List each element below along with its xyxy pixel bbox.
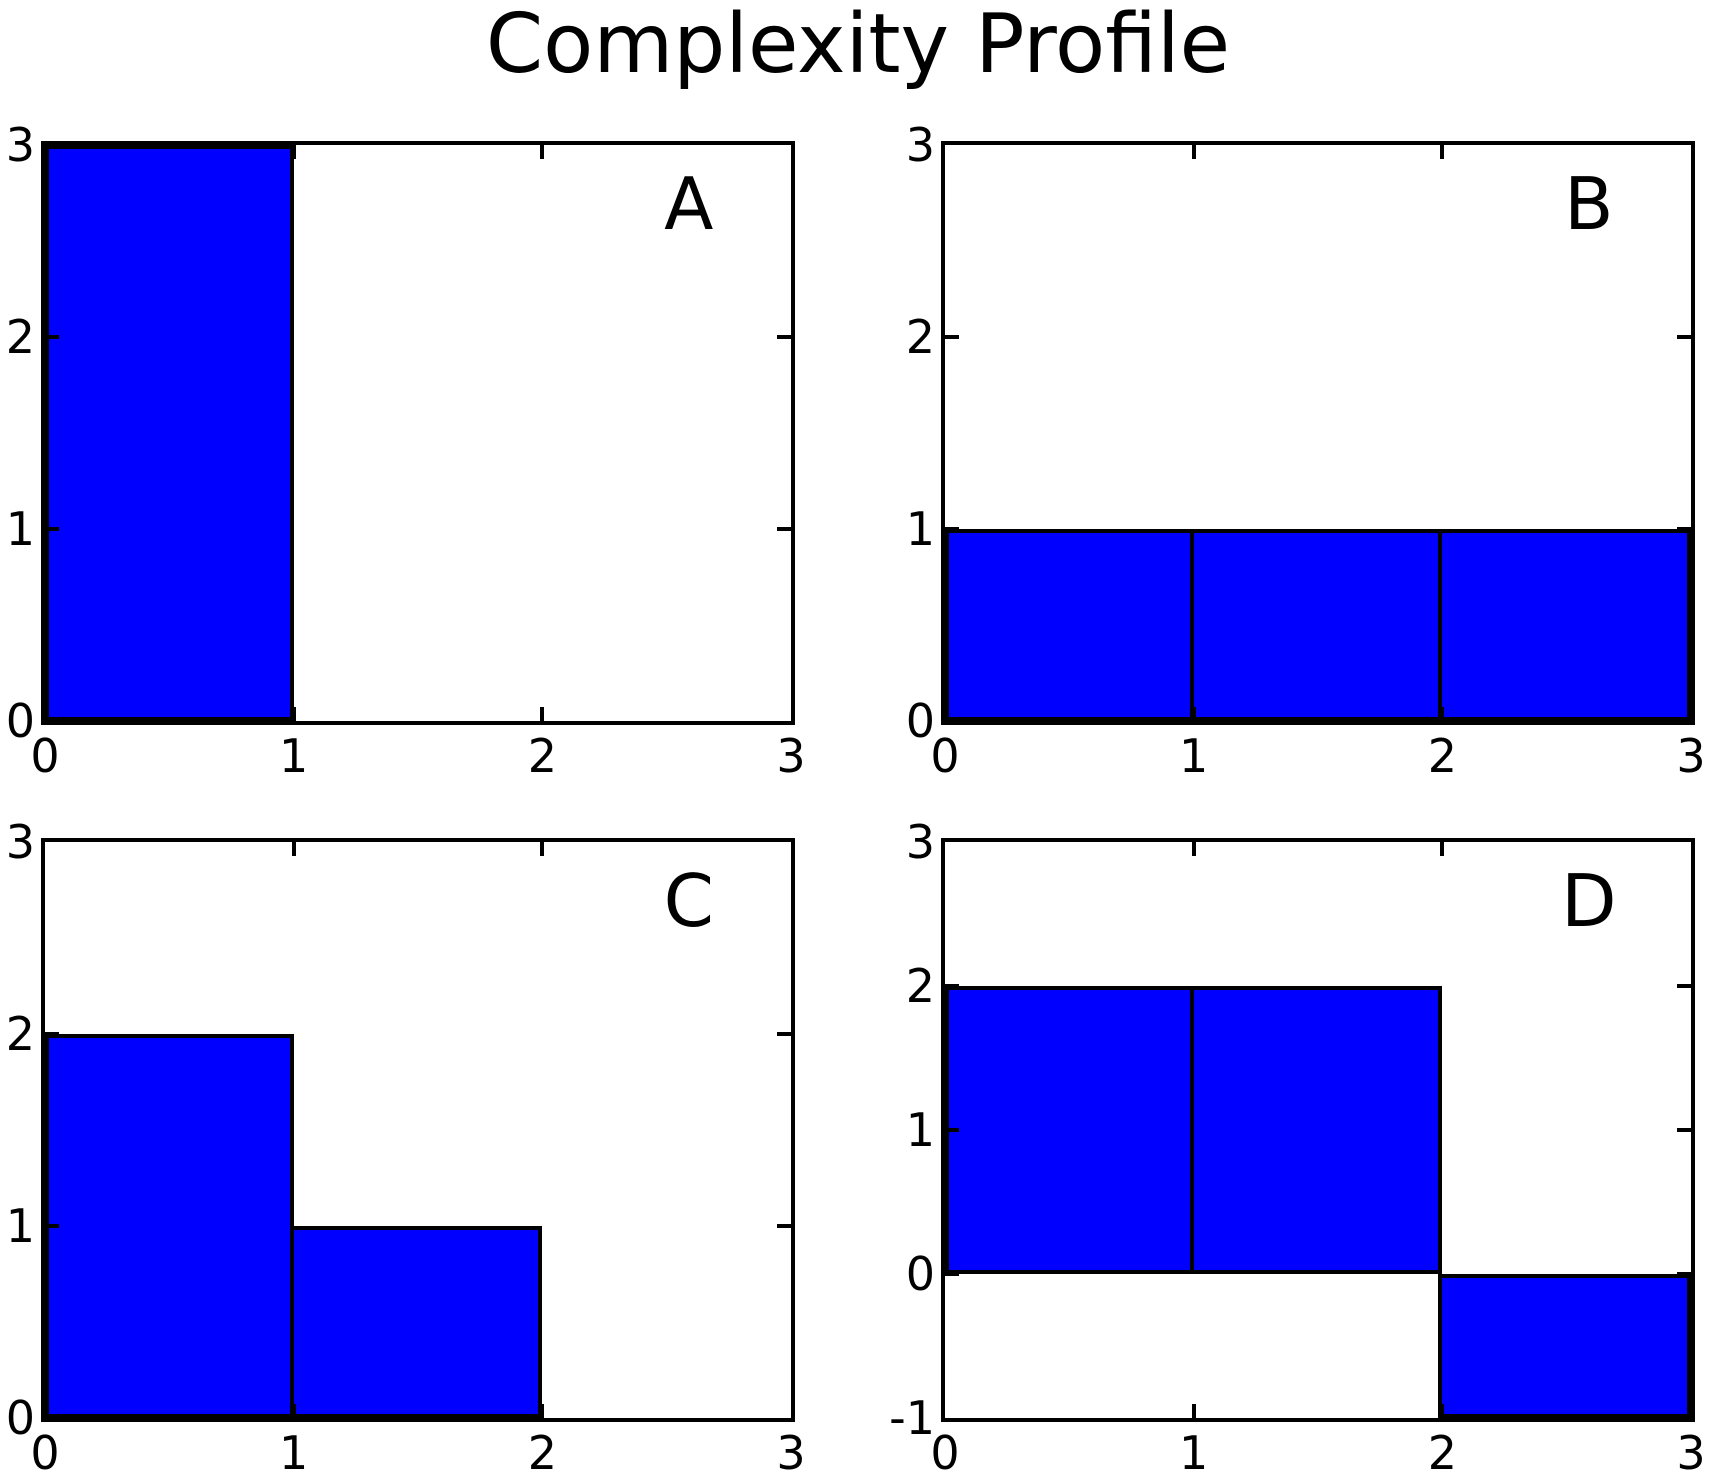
y-tick-label: 3	[905, 118, 935, 172]
y-tick-label: 3	[5, 118, 35, 172]
y-tick-mark	[945, 1272, 959, 1276]
subplot-label: B	[1564, 161, 1614, 246]
x-tick-label: 2	[1427, 1426, 1457, 1480]
y-tick-mark	[777, 1032, 791, 1036]
bar	[45, 145, 294, 721]
bar	[1438, 1274, 1691, 1418]
y-tick-mark	[45, 1224, 59, 1228]
x-tick-label: 3	[776, 729, 806, 783]
x-tick-label: 1	[1179, 729, 1209, 783]
y-tick-label: 1	[5, 502, 35, 556]
x-tick-label: 2	[1427, 729, 1457, 783]
y-tick-mark	[945, 984, 959, 988]
y-tick-label: -1	[889, 1391, 935, 1445]
x-tick-label: 2	[527, 1426, 557, 1480]
y-tick-mark	[1677, 1272, 1691, 1276]
y-tick-mark	[777, 1224, 791, 1228]
x-tick-mark	[540, 145, 545, 159]
y-tick-label: 2	[905, 959, 935, 1013]
y-tick-mark	[1677, 984, 1691, 988]
y-tick-label: 3	[905, 815, 935, 869]
bar	[945, 986, 1194, 1274]
x-tick-label: 1	[279, 1426, 309, 1480]
y-tick-mark	[1677, 1128, 1691, 1132]
y-tick-label: 0	[905, 1247, 935, 1301]
bar	[1189, 986, 1443, 1274]
x-tick-label: 3	[776, 1426, 806, 1480]
y-tick-label: 2	[905, 310, 935, 364]
y-tick-mark	[1677, 335, 1691, 339]
y-tick-label: 1	[905, 502, 935, 556]
y-tick-label: 0	[905, 694, 935, 748]
y-tick-label: 1	[905, 1103, 935, 1157]
subplot-d-plot-area: D 0 1 2 3 -1 0 1 2 3	[889, 819, 1706, 1476]
y-tick-label: 3	[5, 815, 35, 869]
x-tick-mark	[540, 1404, 545, 1418]
y-tick-mark	[945, 527, 959, 531]
x-tick-label: 0	[30, 729, 60, 783]
x-tick-mark	[1191, 842, 1196, 856]
x-tick-mark	[540, 707, 545, 721]
figure-title: Complexity Profile	[485, 0, 1231, 92]
x-tick-label: 1	[1179, 1426, 1209, 1480]
x-tick-label: 3	[1676, 1426, 1706, 1480]
bar	[289, 1226, 543, 1418]
y-tick-label: 2	[5, 1007, 35, 1061]
y-tick-mark	[777, 527, 791, 531]
bar	[45, 1034, 294, 1418]
subplot-label: A	[664, 161, 714, 246]
x-tick-label: 0	[930, 729, 960, 783]
x-tick-mark	[1191, 145, 1196, 159]
x-tick-mark	[1440, 145, 1445, 159]
y-tick-mark	[45, 335, 59, 339]
x-tick-label: 3	[1676, 729, 1706, 783]
y-tick-label: 0	[5, 1391, 35, 1445]
bar	[945, 529, 1194, 721]
y-tick-mark	[777, 335, 791, 339]
x-tick-mark	[1191, 1404, 1196, 1418]
y-tick-label: 0	[5, 694, 35, 748]
y-tick-mark	[945, 335, 959, 339]
x-tick-mark	[291, 707, 296, 721]
x-tick-mark	[291, 1404, 296, 1418]
x-tick-label: 0	[930, 1426, 960, 1480]
y-tick-label: 2	[5, 310, 35, 364]
x-tick-mark	[1191, 707, 1196, 721]
x-tick-mark	[1440, 1404, 1445, 1418]
y-tick-mark	[1677, 527, 1691, 531]
y-tick-mark	[945, 1128, 959, 1132]
subplot-label: D	[1561, 858, 1617, 943]
bar	[1189, 529, 1443, 721]
x-tick-mark	[1440, 707, 1445, 721]
x-tick-mark	[291, 842, 296, 856]
bar	[1438, 529, 1691, 721]
x-tick-mark	[1440, 842, 1445, 856]
x-tick-label: 0	[30, 1426, 60, 1480]
x-tick-mark	[540, 842, 545, 856]
subplot-label: C	[663, 858, 714, 943]
x-tick-label: 2	[527, 729, 557, 783]
y-tick-label: 1	[5, 1199, 35, 1253]
x-tick-label: 1	[279, 729, 309, 783]
y-tick-mark	[45, 1032, 59, 1036]
y-tick-mark	[45, 527, 59, 531]
x-tick-mark	[291, 145, 296, 159]
subplot-d-axes: D 0 1 2 3 -1 0 1 2 3	[889, 819, 1706, 1476]
